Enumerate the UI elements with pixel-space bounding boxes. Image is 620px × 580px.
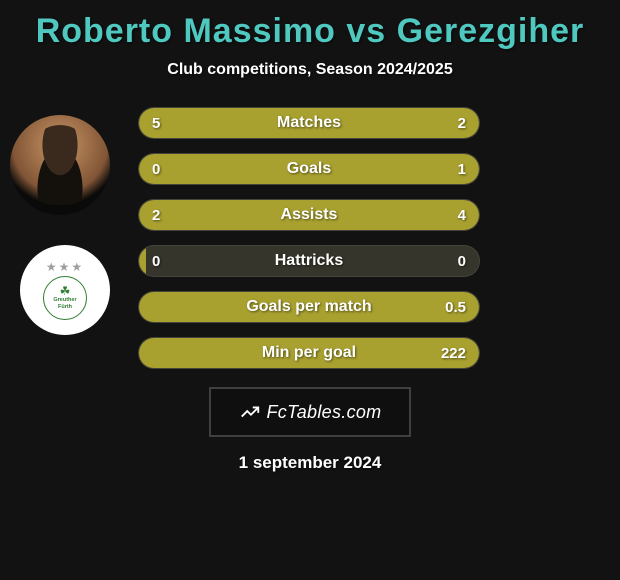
stat-value-right: 222 — [441, 337, 466, 369]
subtitle: Club competitions, Season 2024/2025 — [10, 61, 610, 79]
page-title: Roberto Massimo vs Gerezgiher — [10, 12, 610, 51]
stat-value-right: 4 — [458, 199, 466, 231]
stat-label: Assists — [138, 199, 480, 231]
stat-label: Matches — [138, 107, 480, 139]
stat-row: Assists2 4 — [138, 199, 480, 231]
stat-row: Min per goal222 — [138, 337, 480, 369]
stat-value-left: 0 — [152, 153, 160, 185]
stat-label: Goals per match — [138, 291, 480, 323]
stat-label: Min per goal — [138, 337, 480, 369]
stat-value-right: 0 — [458, 245, 466, 277]
clover-icon: ☘ — [60, 285, 71, 297]
stat-value-right: 2 — [458, 107, 466, 139]
stat-row: Goals per match0.5 — [138, 291, 480, 323]
stat-label: Goals — [138, 153, 480, 185]
stat-label: Hattricks — [138, 245, 480, 277]
date-text: 1 september 2024 — [10, 453, 610, 473]
club-name-2: Fürth — [58, 305, 72, 311]
player2-club-badge: ★★★ ☘ Greuther Fürth — [20, 245, 110, 335]
stat-value-right: 1 — [458, 153, 466, 185]
content-area: ★★★ ☘ Greuther Fürth Matches52Goals01Ass… — [10, 107, 610, 369]
club-stars: ★★★ — [46, 260, 84, 274]
player1-avatar — [10, 115, 110, 215]
stat-value-left: 2 — [152, 199, 160, 231]
brand-box[interactable]: FcTables.com — [209, 387, 411, 437]
stat-row: Matches5 2 — [138, 107, 480, 139]
club-logo: ☘ Greuther Fürth — [43, 276, 87, 320]
comparison-card: Roberto Massimo vs Gerezgiher Club compe… — [0, 0, 620, 580]
stat-row: Hattricks0 0 — [138, 245, 480, 277]
brand-text: FcTables.com — [267, 402, 382, 423]
stat-rows: Matches52Goals01Assists24Hattricks00Goal… — [138, 107, 480, 369]
stat-value-left: 0 — [152, 245, 160, 277]
stat-row: Goals0 1 — [138, 153, 480, 185]
stat-value-right: 0.5 — [445, 291, 466, 323]
player1-silhouette — [25, 125, 95, 205]
stat-value-left: 5 — [152, 107, 160, 139]
brand-icon — [239, 401, 261, 423]
